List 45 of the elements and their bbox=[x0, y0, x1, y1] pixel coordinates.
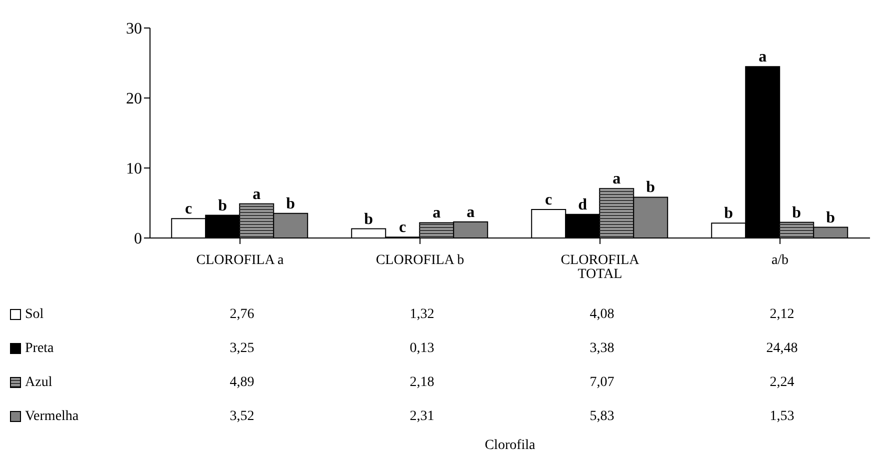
annotation: a bbox=[758, 48, 767, 66]
x-tick-label: CLOROFILA b bbox=[376, 252, 464, 268]
data-label: 3,38 bbox=[588, 341, 616, 357]
data-label: 4,89 bbox=[228, 375, 256, 391]
data-label: 5,83 bbox=[588, 409, 616, 425]
y-tick-label: 20 bbox=[126, 90, 142, 108]
legend-label: Vermelha bbox=[24, 409, 80, 425]
data-label: 3,52 bbox=[228, 409, 256, 425]
data-label: 2,18 bbox=[408, 375, 436, 391]
annotation: b bbox=[792, 204, 802, 222]
data-label: 0,13 bbox=[408, 341, 436, 357]
annotation: a bbox=[432, 204, 441, 222]
data-label: 1,32 bbox=[408, 307, 436, 323]
legend-label: Preta bbox=[24, 341, 55, 357]
annotation: c bbox=[185, 200, 192, 218]
x-tick-label: a/b bbox=[771, 252, 789, 268]
annotation: b bbox=[646, 179, 656, 196]
data-label: 1,53 bbox=[768, 409, 796, 425]
annotation: b bbox=[286, 195, 296, 212]
annotation: b bbox=[724, 205, 734, 222]
data-label: 3,25 bbox=[228, 341, 256, 357]
x-tick-label: CLOROFILA a bbox=[196, 252, 285, 268]
y-tick-label: 10 bbox=[126, 160, 142, 178]
annotation: b bbox=[218, 197, 228, 214]
annotation: d bbox=[578, 196, 588, 214]
text: Clorofila bbox=[484, 438, 536, 454]
data-label: 2,12 bbox=[768, 307, 796, 323]
data-label: 4,08 bbox=[588, 307, 616, 323]
annotation: c bbox=[399, 219, 406, 236]
y-tick-label: 0 bbox=[134, 230, 142, 248]
data-label: 2,76 bbox=[228, 307, 256, 323]
legend-label: Sol bbox=[24, 307, 45, 323]
data-label: 24,48 bbox=[765, 341, 799, 357]
annotation: c bbox=[545, 191, 552, 208]
annotation: a bbox=[612, 170, 621, 188]
annotation: a bbox=[466, 204, 475, 221]
annotation: b bbox=[364, 210, 374, 228]
annotation: b bbox=[826, 209, 836, 226]
annotation: a bbox=[252, 186, 261, 203]
y-tick-label: 30 bbox=[126, 20, 142, 38]
data-label: 7,07 bbox=[588, 375, 616, 391]
data-label: 2,31 bbox=[408, 409, 436, 425]
legend-label: Azul bbox=[24, 375, 54, 391]
x-tick-label: CLOROFILA TOTAL bbox=[560, 252, 640, 282]
data-label: 2,24 bbox=[768, 375, 796, 391]
